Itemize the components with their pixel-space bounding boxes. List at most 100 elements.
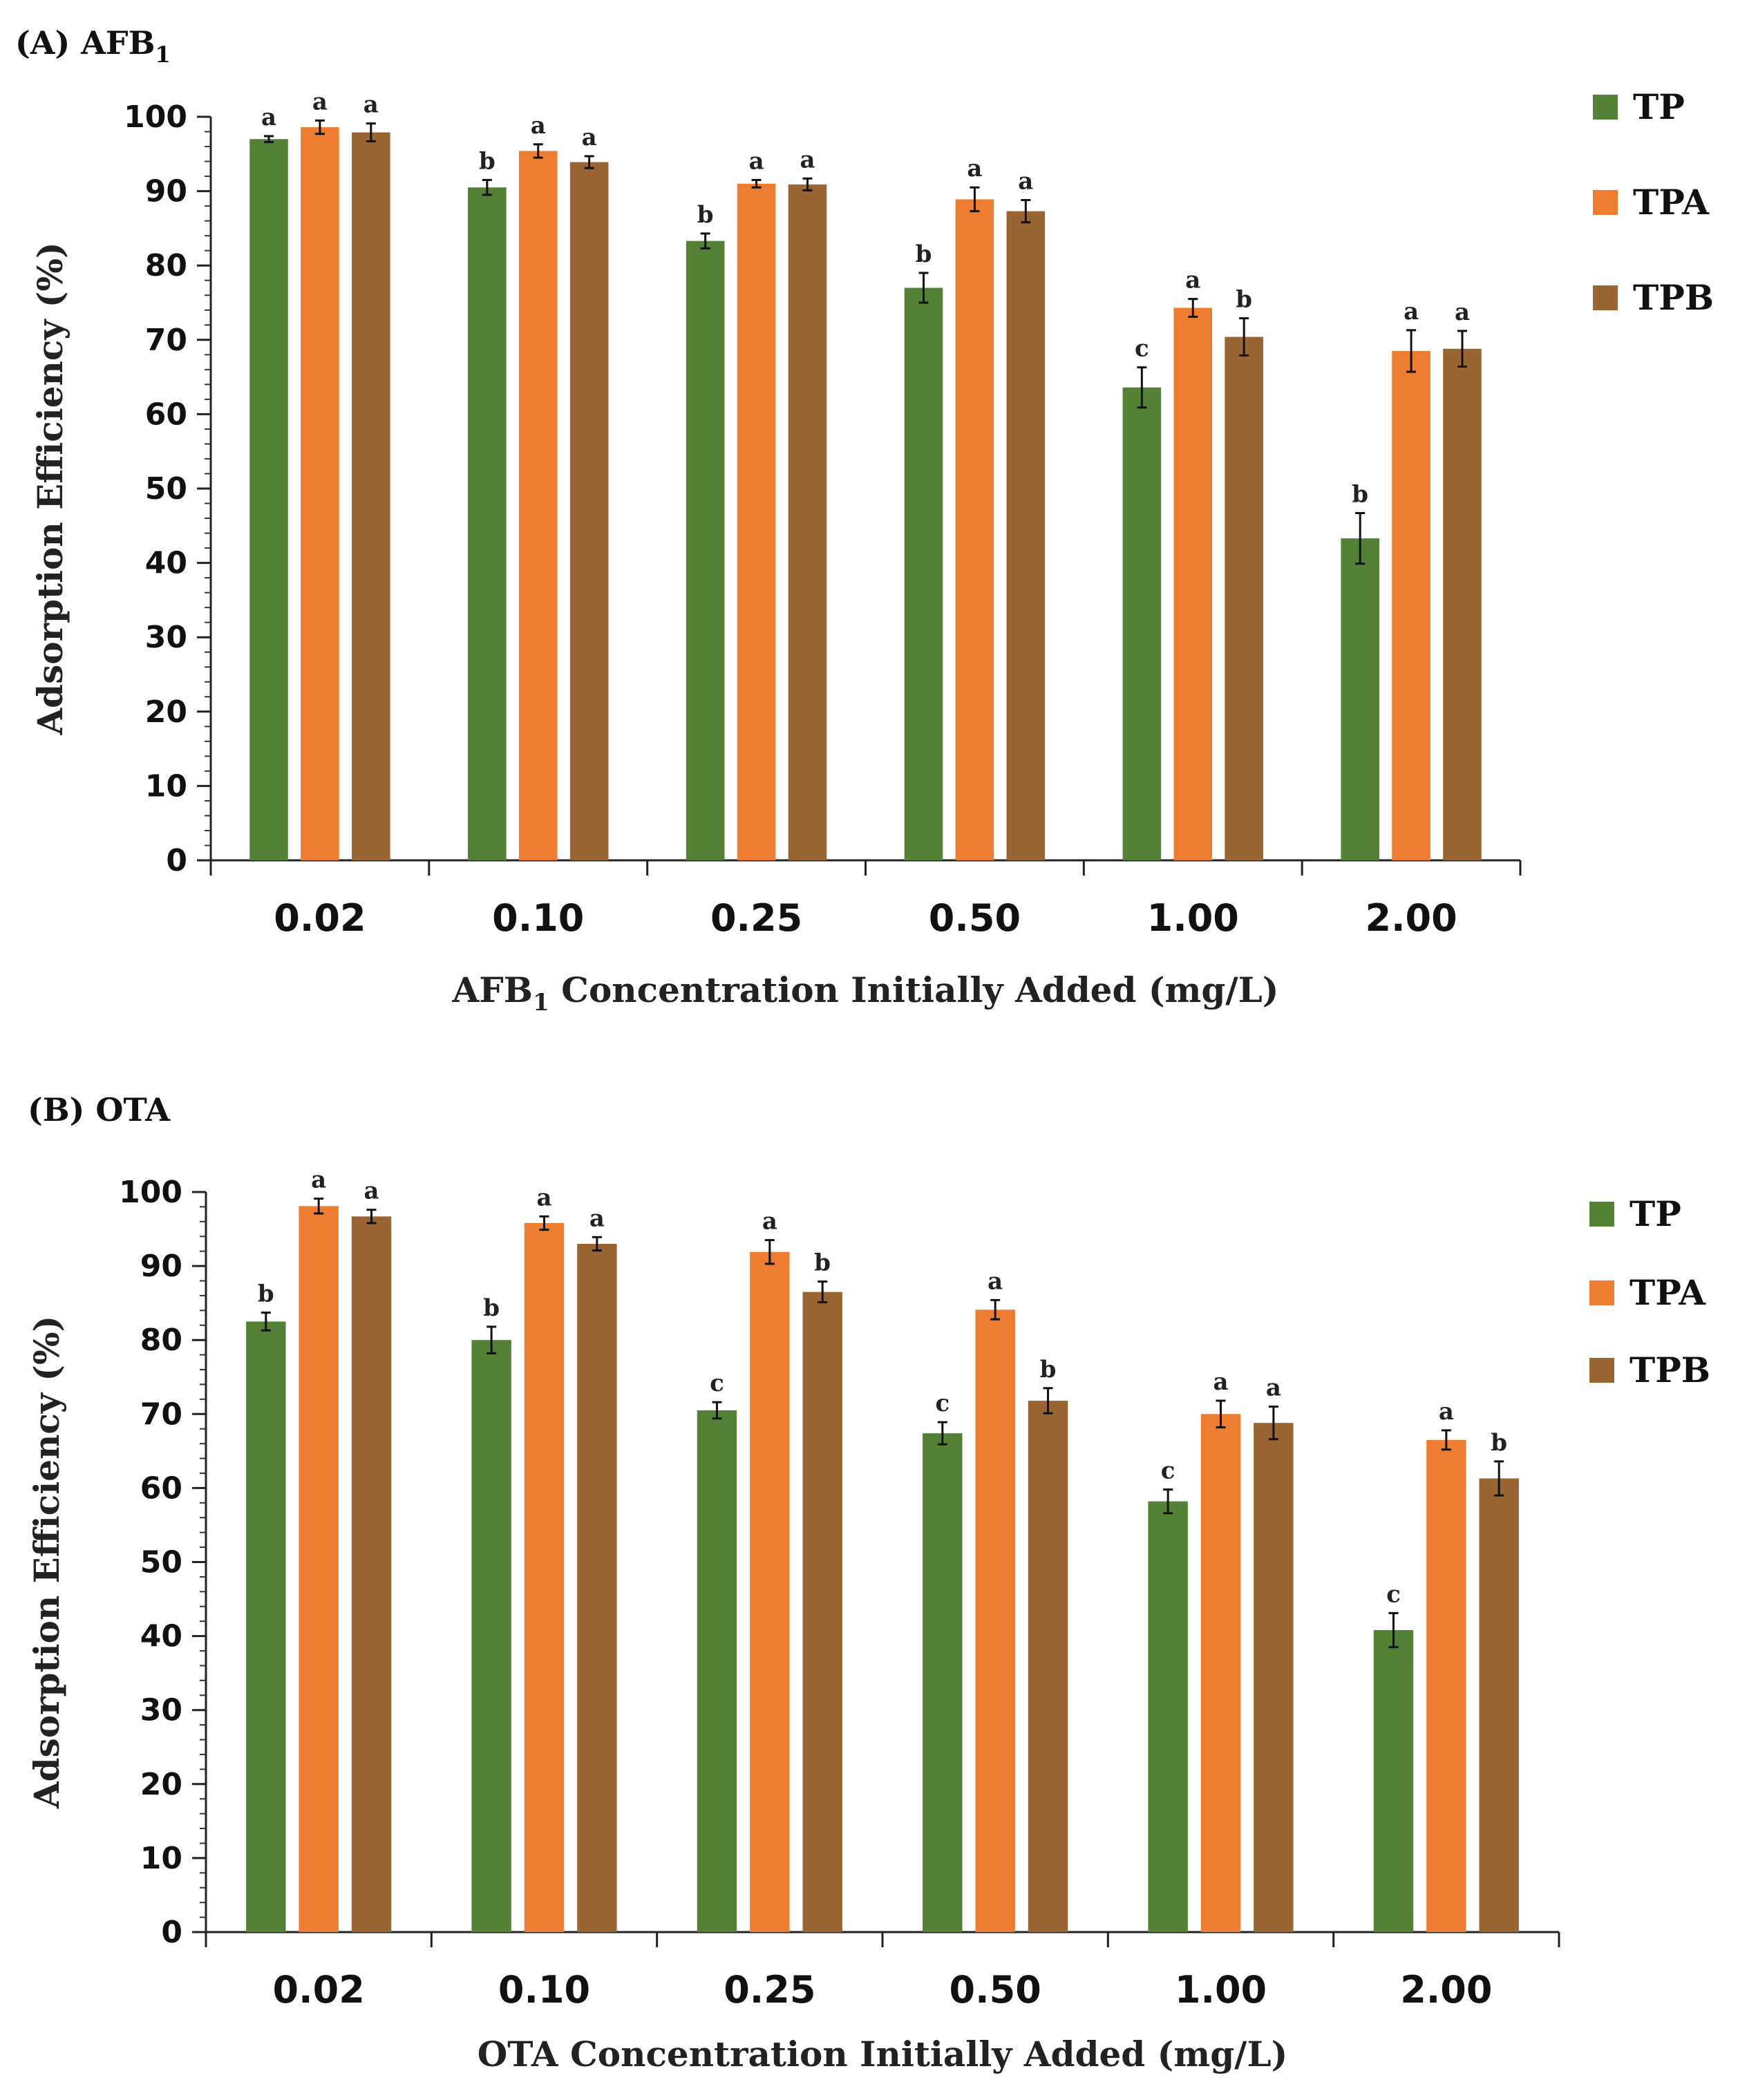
bar bbox=[802, 1292, 842, 1932]
significance-label: a bbox=[988, 1267, 1003, 1295]
bar bbox=[1200, 1414, 1241, 1932]
x-tick-label: 0.50 bbox=[950, 1968, 1041, 2012]
significance-label: c bbox=[710, 1370, 724, 1397]
bar bbox=[1443, 348, 1482, 860]
bar bbox=[577, 1243, 617, 1932]
y-tick-label: 90 bbox=[140, 1249, 182, 1284]
legend-label: TPB bbox=[1633, 277, 1714, 318]
bar bbox=[246, 1321, 286, 1932]
y-tick-label: 10 bbox=[140, 1841, 182, 1876]
bar bbox=[352, 132, 390, 861]
y-tick-label: 10 bbox=[145, 768, 187, 804]
bar bbox=[923, 1433, 963, 1932]
significance-label: a bbox=[536, 1184, 551, 1211]
significance-label: b bbox=[1491, 1429, 1507, 1457]
significance-label: b bbox=[697, 201, 714, 229]
significance-label: b bbox=[483, 1294, 500, 1322]
y-tick-label: 60 bbox=[145, 397, 187, 432]
bar bbox=[1479, 1478, 1519, 1932]
y-axis-title: Adsorption Efficiency (%) bbox=[30, 242, 70, 735]
x-axis-title: AFB1 Concentration Initially Added (mg/L… bbox=[452, 969, 1279, 1016]
legend-swatch bbox=[1589, 1280, 1614, 1305]
bar bbox=[975, 1309, 1015, 1932]
bar bbox=[301, 127, 339, 861]
bar bbox=[249, 139, 288, 860]
bar bbox=[1122, 387, 1162, 860]
legend-swatch bbox=[1589, 1202, 1614, 1227]
y-tick-label: 60 bbox=[140, 1470, 182, 1506]
bar bbox=[299, 1206, 339, 1932]
significance-label: c bbox=[1386, 1580, 1401, 1608]
legend-swatch bbox=[1593, 95, 1618, 120]
x-axis-title: OTA Concentration Initially Added (mg/L) bbox=[478, 2034, 1288, 2074]
significance-label: a bbox=[1404, 298, 1419, 325]
y-tick-label: 80 bbox=[145, 248, 187, 283]
y-tick-label: 100 bbox=[119, 1175, 182, 1210]
panel-title: (B) OTA bbox=[28, 1091, 171, 1128]
bar bbox=[750, 1251, 790, 1932]
panel-title: (A) AFB1 bbox=[15, 24, 171, 68]
bar bbox=[518, 151, 558, 861]
significance-label: a bbox=[1439, 1398, 1454, 1426]
legend-label: TPA bbox=[1630, 1272, 1706, 1313]
legend-label: TPA bbox=[1633, 182, 1710, 223]
bar bbox=[686, 240, 725, 860]
significance-label: a bbox=[762, 1208, 777, 1236]
bar bbox=[788, 184, 827, 860]
significance-label: a bbox=[261, 104, 276, 131]
y-tick-label: 20 bbox=[145, 694, 187, 730]
bar bbox=[524, 1222, 565, 1932]
significance-label: a bbox=[531, 112, 546, 140]
significance-label: b bbox=[1040, 1356, 1057, 1383]
x-tick-label: 0.02 bbox=[274, 896, 366, 940]
legend-swatch bbox=[1593, 285, 1618, 310]
bar bbox=[904, 287, 943, 861]
legend-label: TP bbox=[1633, 86, 1685, 127]
bar bbox=[1254, 1423, 1294, 1932]
legend-swatch bbox=[1589, 1358, 1614, 1383]
significance-label: c bbox=[1161, 1457, 1175, 1485]
significance-label: a bbox=[363, 91, 379, 119]
significance-label: a bbox=[1185, 267, 1200, 294]
y-tick-label: 50 bbox=[140, 1545, 182, 1580]
y-tick-label: 80 bbox=[140, 1323, 182, 1358]
significance-label: a bbox=[312, 88, 328, 115]
significance-label: a bbox=[582, 124, 597, 151]
significance-label: c bbox=[935, 1390, 950, 1417]
x-tick-label: 0.10 bbox=[498, 1968, 590, 2012]
x-tick-label: 0.10 bbox=[492, 896, 584, 940]
significance-label: a bbox=[967, 155, 982, 182]
series-tpa: a a a a a a bbox=[299, 1166, 1466, 1932]
chart-panel-b: (B) OTA 0 10 20 30 40 50 60 70 80 90 100 Adsorption … bbox=[26, 1091, 1710, 2074]
y-tick-label: 40 bbox=[145, 546, 187, 581]
panel-title-subscript: 1 bbox=[155, 41, 170, 68]
x-axis-title-part: Concentration Initially Added (mg/L) bbox=[549, 969, 1279, 1010]
y-axis-title: Adsorption Efficiency (%) bbox=[26, 1316, 67, 1809]
panel-title-label: (B) OTA bbox=[28, 1091, 171, 1128]
x-axis-title-subscript: 1 bbox=[533, 989, 549, 1016]
bar bbox=[1426, 1439, 1466, 1932]
y-tick-label: 90 bbox=[145, 174, 187, 209]
legend-label: TP bbox=[1630, 1193, 1681, 1234]
significance-label: a bbox=[800, 146, 815, 173]
y-tick-label: 0 bbox=[161, 1915, 182, 1950]
x-tick-label: 0.25 bbox=[710, 896, 802, 940]
x-tick-label: 1.00 bbox=[1147, 896, 1239, 940]
x-tick-label: 0.02 bbox=[273, 1968, 365, 2012]
series-tp: a b b b c b bbox=[249, 104, 1379, 861]
bar bbox=[468, 187, 507, 861]
panel-title-label: (A) AFB bbox=[15, 24, 155, 62]
bar bbox=[1225, 337, 1263, 861]
legend: TP TPA TPB bbox=[1593, 86, 1714, 318]
bar bbox=[737, 183, 776, 861]
series-tp: b b c c c c bbox=[246, 1280, 1414, 1932]
x-axis-title-part: AFB bbox=[452, 969, 533, 1010]
x-tick-label: 2.00 bbox=[1365, 896, 1457, 940]
series-tpb: a a b b a b bbox=[351, 1177, 1519, 1932]
bar bbox=[471, 1340, 511, 1932]
x-axis-title-part: OTA Concentration Initially Added (mg/L) bbox=[478, 2034, 1288, 2074]
significance-label: c bbox=[1135, 335, 1149, 363]
bar bbox=[569, 162, 609, 861]
x-tick-label: 2.00 bbox=[1400, 1968, 1492, 2012]
significance-label: b bbox=[258, 1280, 274, 1308]
